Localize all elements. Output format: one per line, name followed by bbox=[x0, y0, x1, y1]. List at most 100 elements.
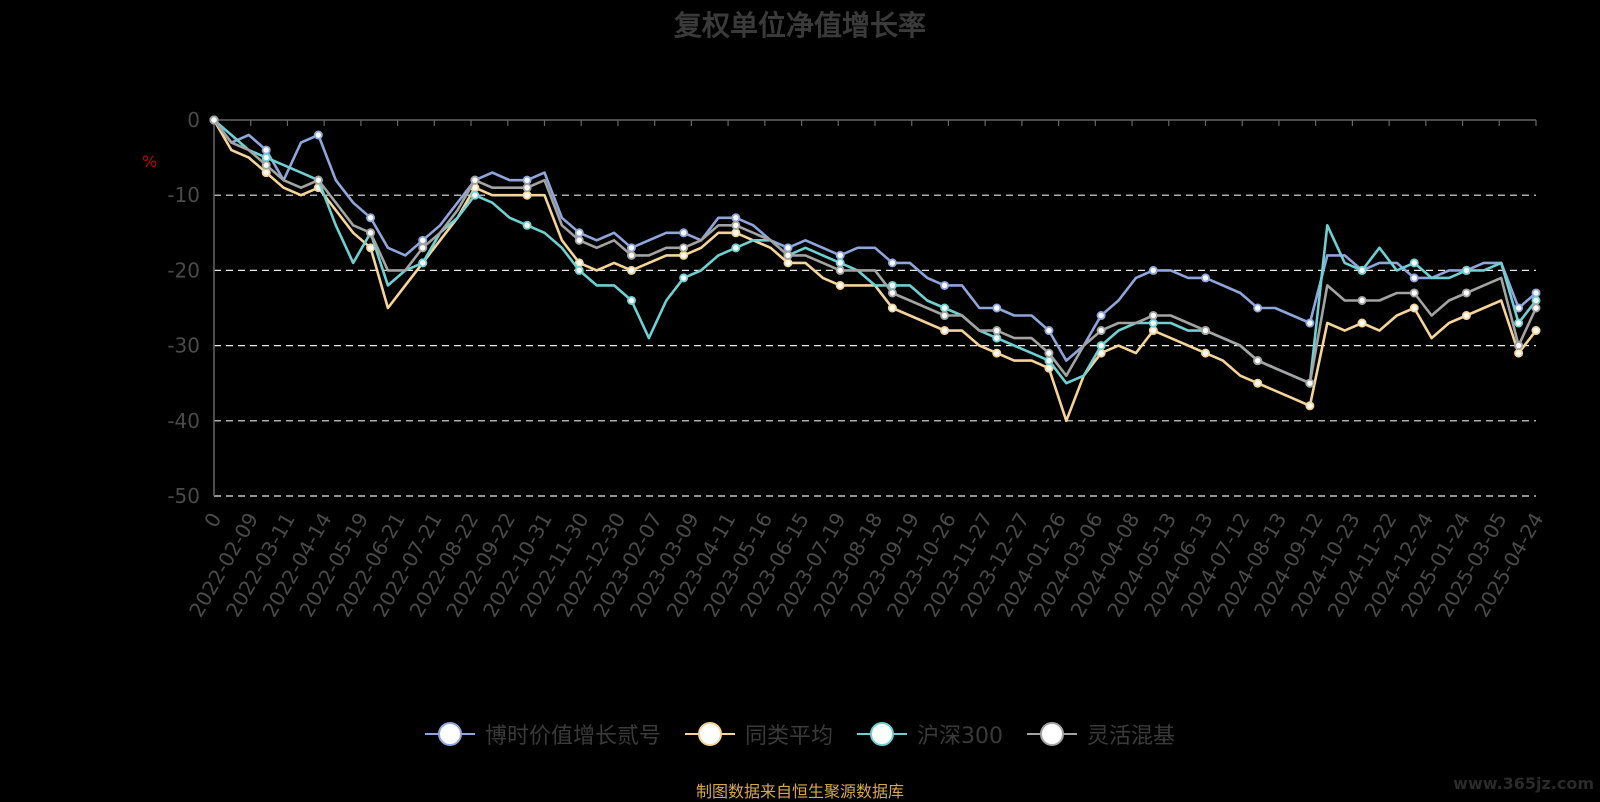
y-tick-label: 0 bbox=[187, 108, 200, 132]
series-point-1 bbox=[1357, 318, 1367, 328]
series-point-0 bbox=[835, 250, 845, 260]
legend-item-series-2[interactable]: 沪深300 bbox=[857, 718, 1003, 750]
series-point-0 bbox=[1044, 326, 1054, 336]
series-point-1 bbox=[783, 258, 793, 268]
legend-item-series-1[interactable]: 同类平均 bbox=[684, 718, 833, 750]
series-point-3 bbox=[574, 235, 584, 245]
series-point-0 bbox=[626, 243, 636, 253]
series-line-2 bbox=[213, 119, 1538, 385]
series-point-3 bbox=[1201, 326, 1211, 336]
series-point-1 bbox=[1148, 326, 1158, 336]
series-point-2 bbox=[679, 273, 689, 283]
y-tick-label: -20 bbox=[167, 258, 200, 282]
series-point-2 bbox=[1096, 341, 1106, 351]
series-point-0 bbox=[679, 228, 689, 238]
series-line-3 bbox=[212, 119, 1538, 385]
series-point-0 bbox=[1096, 311, 1106, 321]
y-axis-label: % bbox=[142, 152, 158, 171]
series-point-3 bbox=[940, 311, 950, 321]
series-point-3 bbox=[1409, 288, 1419, 298]
series-point-2 bbox=[992, 333, 1002, 343]
series-point-3 bbox=[992, 326, 1002, 336]
legend-label-2: 沪深300 bbox=[917, 724, 1003, 749]
series-point-3 bbox=[1096, 326, 1106, 336]
series-point-3 bbox=[887, 288, 897, 298]
series-point-3 bbox=[783, 250, 793, 260]
y-tick-label: -10 bbox=[167, 183, 200, 207]
legend-item-series-3[interactable]: 灵活混基 bbox=[1027, 718, 1175, 750]
data-source-note: 制图数据来自恒生聚源数据库 bbox=[695, 782, 904, 801]
series-point-1 bbox=[992, 348, 1002, 358]
series-point-0 bbox=[1201, 273, 1211, 283]
y-tick-label: -40 bbox=[167, 409, 200, 433]
y-tick-label: -30 bbox=[167, 334, 200, 358]
series-point-3 bbox=[1305, 378, 1315, 388]
series-point-0 bbox=[1409, 273, 1419, 283]
series-point-0 bbox=[731, 213, 741, 223]
series-point-1 bbox=[1253, 378, 1263, 388]
legend-item-series-0[interactable]: 博时价值增长贰号 bbox=[424, 718, 661, 750]
series-point-3 bbox=[1357, 295, 1367, 305]
legend-swatch-1 bbox=[684, 722, 735, 746]
series-point-0 bbox=[887, 258, 897, 268]
series-point-2 bbox=[1357, 265, 1367, 275]
series-point-3 bbox=[470, 175, 480, 185]
series-point-2 bbox=[626, 295, 636, 305]
series-point-2 bbox=[418, 258, 428, 268]
series-point-3 bbox=[1148, 311, 1158, 321]
series-point-0 bbox=[313, 130, 323, 140]
series-point-0 bbox=[992, 303, 1002, 313]
series-point-3 bbox=[1461, 288, 1471, 298]
legend-swatch-0 bbox=[424, 722, 475, 746]
series-point-3 bbox=[522, 183, 532, 193]
series-point-3 bbox=[1253, 356, 1263, 366]
series-point-3 bbox=[313, 175, 323, 185]
series-point-3 bbox=[731, 220, 741, 230]
series-point-2 bbox=[574, 265, 584, 275]
series-point-3 bbox=[366, 228, 376, 238]
series-point-3 bbox=[1044, 348, 1054, 358]
series-point-1 bbox=[626, 265, 636, 275]
series-point-1 bbox=[522, 190, 532, 200]
series-point-0 bbox=[1148, 265, 1158, 275]
legend-label-0: 博时价值增长贰号 bbox=[484, 724, 661, 749]
series-point-2 bbox=[470, 190, 480, 200]
series-point-2 bbox=[522, 220, 532, 230]
series-point-1 bbox=[731, 228, 741, 238]
series-point-0 bbox=[940, 280, 950, 290]
series-point-3 bbox=[1514, 341, 1524, 351]
series-point-3 bbox=[626, 250, 636, 260]
series-point-1 bbox=[1531, 326, 1541, 336]
series-point-2 bbox=[835, 258, 845, 268]
series-point-1 bbox=[1409, 303, 1419, 313]
series-point-0 bbox=[418, 235, 428, 245]
series-point-1 bbox=[1514, 348, 1524, 358]
series-point-3 bbox=[418, 243, 428, 253]
series-point-2 bbox=[1409, 258, 1419, 268]
series-point-1 bbox=[835, 280, 845, 290]
series-point-1 bbox=[679, 250, 689, 260]
y-tick-label: -50 bbox=[167, 484, 200, 508]
legend: 博时价值增长贰号 同类平均 沪深300 灵活混基 bbox=[0, 718, 1600, 750]
series-point-0 bbox=[574, 228, 584, 238]
series-point-1 bbox=[1305, 401, 1315, 411]
series-point-0 bbox=[1531, 288, 1541, 298]
chart-title: 复权单位净值增长率 bbox=[673, 9, 926, 42]
series-point-3 bbox=[209, 115, 219, 125]
series-point-2 bbox=[940, 303, 950, 313]
series-line-0 bbox=[212, 119, 1537, 362]
series-point-3 bbox=[679, 243, 689, 253]
watermark: www.365jz.com bbox=[1453, 774, 1594, 793]
series-point-1 bbox=[261, 168, 271, 178]
series-point-0 bbox=[261, 145, 271, 155]
series-point-0 bbox=[522, 175, 532, 185]
series-point-1 bbox=[366, 243, 376, 253]
legend-label-3: 灵活混基 bbox=[1087, 724, 1176, 749]
legend-swatch-2 bbox=[857, 722, 907, 746]
series-point-0 bbox=[366, 213, 376, 223]
series-point-0 bbox=[1253, 303, 1263, 313]
series-point-0 bbox=[783, 243, 793, 253]
series-point-3 bbox=[261, 160, 271, 170]
series-point-2 bbox=[1514, 318, 1524, 328]
